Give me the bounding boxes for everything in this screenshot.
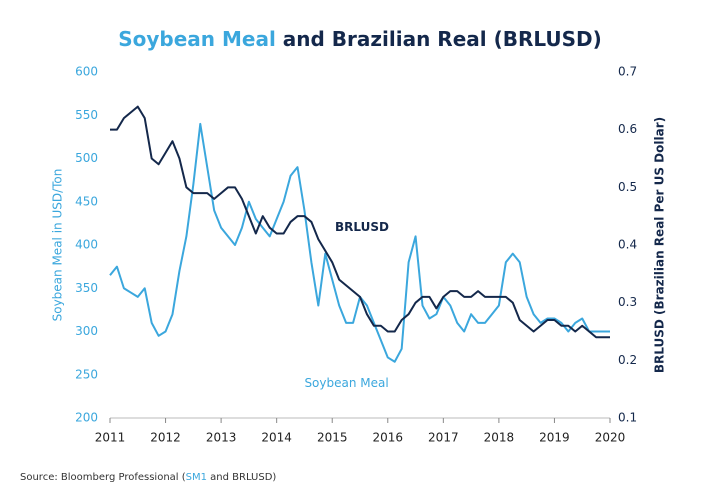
y-tick-label: 400 xyxy=(75,238,98,252)
title-part: Soybean Meal xyxy=(118,27,276,51)
x-tick-label: 2013 xyxy=(206,431,237,445)
y2-axis-title: BRLUSD (Brazilian Real Per US Dollar) xyxy=(653,117,667,373)
y-tick-label: 450 xyxy=(75,194,98,208)
y2-tick-label: 0.1 xyxy=(618,411,637,425)
chart-title: Soybean Meal and Brazilian Real (BRLUSD) xyxy=(118,27,602,51)
x-tick-label: 2012 xyxy=(150,431,181,445)
x-tick-label: 2011 xyxy=(95,431,126,445)
x-tick-label: 2016 xyxy=(373,431,404,445)
y-tick-label: 200 xyxy=(75,411,98,425)
y2-tick-label: 0.7 xyxy=(618,65,637,79)
x-tick-label: 2018 xyxy=(484,431,515,445)
y-tick-label: 600 xyxy=(75,65,98,79)
y2-tick-label: 0.5 xyxy=(618,180,637,194)
x-tick-label: 2019 xyxy=(539,431,570,445)
series-label: BRLUSD xyxy=(335,220,389,234)
y2-tick-label: 0.3 xyxy=(618,295,637,309)
y2-tick-label: 0.6 xyxy=(618,122,637,136)
x-tick-label: 2020 xyxy=(595,431,626,445)
x-tick-label: 2014 xyxy=(261,431,292,445)
y-tick-label: 250 xyxy=(75,367,98,381)
y-tick-label: 350 xyxy=(75,281,98,295)
y2-tick-label: 0.4 xyxy=(618,238,637,252)
y-tick-label: 500 xyxy=(75,151,98,165)
series-label: Soybean Meal xyxy=(304,376,388,390)
title-part: and Brazilian Real (BRLUSD) xyxy=(283,27,602,51)
x-tick-label: 2017 xyxy=(428,431,459,445)
series-line xyxy=(109,122,610,363)
x-tick-label: 2015 xyxy=(317,431,348,445)
source: Source: Bloomberg Professional (SM1 and … xyxy=(20,472,276,483)
y2-tick-label: 0.2 xyxy=(618,353,637,367)
source-part: Source: Bloomberg Professional ( xyxy=(20,472,186,483)
y-tick-label: 300 xyxy=(75,324,98,338)
series-line xyxy=(110,105,610,339)
source-part: SM1 xyxy=(186,472,207,483)
y-tick-label: 550 xyxy=(75,108,98,122)
y-axis-title: Soybean Meal in USD/Ton xyxy=(51,169,65,322)
source-part: and BRLUSD) xyxy=(207,472,276,483)
